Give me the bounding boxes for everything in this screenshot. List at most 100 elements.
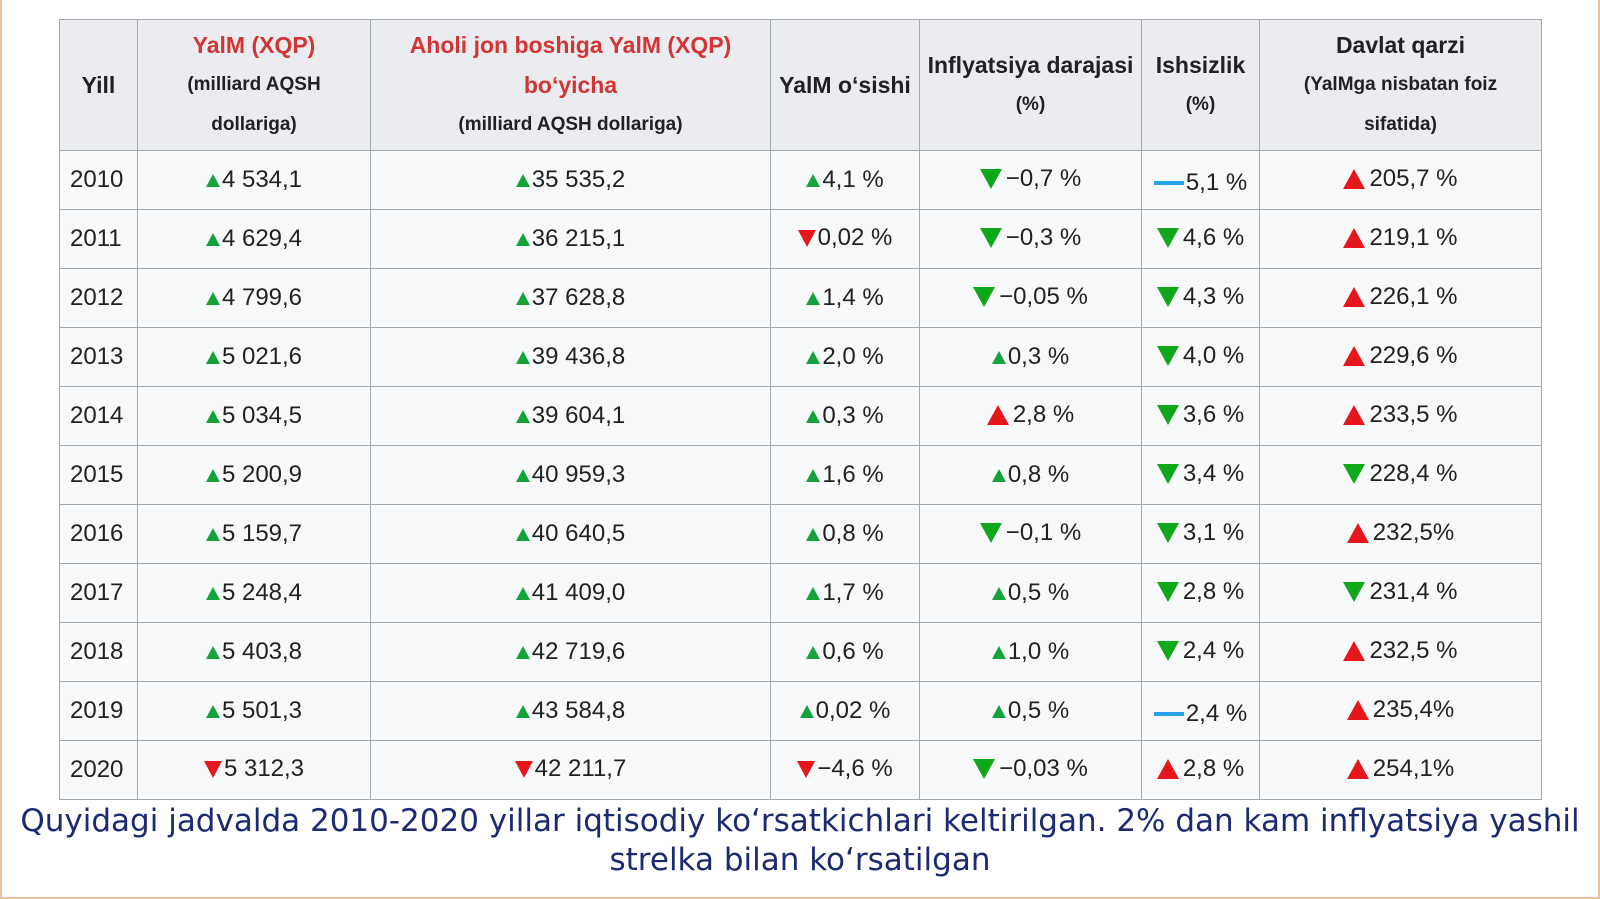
green-down-arrow-icon bbox=[1343, 581, 1366, 602]
small-green-up-arrow-icon bbox=[991, 350, 1006, 364]
cell-inflation: 0,5 % bbox=[919, 681, 1142, 741]
cell-gdp-growth: 2,0 % bbox=[770, 327, 920, 387]
cell-gdp: 5 403,8 bbox=[137, 622, 371, 682]
small-green-up-arrow-icon bbox=[515, 291, 530, 305]
cell-value-group: 1,4 % bbox=[806, 284, 884, 312]
header-gdp: YalM (XQP) (milliard AQSH dollariga) bbox=[137, 19, 371, 151]
cell-gdp-per-capita: 40 959,3 bbox=[370, 445, 771, 505]
cell-value-group: 0,5 % bbox=[991, 697, 1070, 725]
cell-public-debt: 219,1 % bbox=[1259, 209, 1542, 269]
cell-value-group: 35 535,2 bbox=[515, 166, 626, 194]
cell-year: 2015 bbox=[59, 445, 138, 505]
small-green-up-arrow-icon bbox=[515, 586, 530, 600]
cell-value-group: 40 640,5 bbox=[515, 520, 626, 548]
cell-gdp-growth: 0,02 % bbox=[770, 681, 920, 741]
cell-value: 2,0 % bbox=[822, 343, 884, 371]
cell-value: 1,0 % bbox=[1007, 638, 1070, 666]
cell-value-group: −0,3 % bbox=[979, 223, 1082, 252]
cell-value: 2,8 % bbox=[1182, 754, 1245, 782]
cell-public-debt: 228,4 % bbox=[1259, 445, 1542, 505]
cell-public-debt: 233,5 % bbox=[1259, 386, 1542, 446]
small-green-up-arrow-icon bbox=[205, 468, 220, 482]
green-down-arrow-icon bbox=[1343, 463, 1366, 484]
green-down-arrow-icon bbox=[1156, 581, 1179, 602]
header-gdp-per-capita: Aholi jon boshiga YalM (XQP) bo‘yicha (m… bbox=[370, 19, 771, 151]
cell-year: 2010 bbox=[59, 150, 138, 210]
cell-value: 254,1% bbox=[1372, 754, 1455, 782]
cell-value-group: 5 200,9 bbox=[205, 461, 302, 489]
small-green-up-arrow-icon bbox=[205, 704, 220, 718]
cell-gdp-per-capita: 43 584,8 bbox=[370, 681, 771, 741]
cell-value: 1,4 % bbox=[822, 284, 884, 312]
cell-value-group: 231,4 % bbox=[1343, 578, 1458, 606]
cell-unemployment: 3,4 % bbox=[1141, 445, 1260, 505]
cell-value: 0,5 % bbox=[1007, 579, 1070, 607]
header-unemployment-unit: (%) bbox=[1185, 94, 1216, 115]
cell-value: 2,4 % bbox=[1185, 699, 1248, 727]
cell-value: 0,6 % bbox=[822, 638, 884, 666]
small-green-up-arrow-icon bbox=[991, 468, 1006, 482]
cell-value: 42 211,7 bbox=[534, 755, 627, 783]
cell-value-group: 3,6 % bbox=[1156, 401, 1244, 429]
cell-value-group: −0,05 % bbox=[973, 283, 1088, 311]
blue-flat-dash-icon bbox=[1153, 180, 1184, 185]
small-green-up-arrow-icon bbox=[806, 291, 821, 305]
cell-value-group: 229,6 % bbox=[1343, 342, 1458, 370]
cell-value: 40 640,5 bbox=[531, 520, 626, 548]
cell-gdp-per-capita: 36 215,1 bbox=[370, 209, 771, 269]
cell-gdp: 5 159,7 bbox=[137, 504, 371, 564]
green-down-arrow-icon bbox=[1156, 640, 1179, 661]
cell-value: 41 409,0 bbox=[531, 579, 626, 607]
header-inflation-label: Inflyatsiya darajasi bbox=[927, 52, 1134, 78]
cell-value-group: 3,4 % bbox=[1156, 460, 1244, 488]
header-gdp-label: YalM (XQP) bbox=[192, 32, 316, 58]
cell-value: −0,3 % bbox=[1005, 223, 1082, 251]
cell-value: 37 628,8 bbox=[531, 284, 626, 312]
red-up-arrow-icon bbox=[1343, 168, 1366, 189]
header-gdp-growth-label: YalM o‘sishi bbox=[779, 72, 911, 98]
cell-gdp: 5 021,6 bbox=[137, 327, 371, 387]
red-up-arrow-icon bbox=[1343, 404, 1366, 425]
green-down-arrow-icon bbox=[979, 168, 1002, 189]
cell-value: 35 535,2 bbox=[531, 166, 626, 194]
economic-indicators-table: Yill YalM (XQP) (milliard AQSH dollariga… bbox=[59, 19, 1542, 800]
cell-public-debt: 232,5 % bbox=[1259, 622, 1542, 682]
cell-value: 235,4% bbox=[1372, 695, 1455, 723]
cell-value: 0,5 % bbox=[1007, 697, 1070, 725]
cell-value: 4,6 % bbox=[1182, 223, 1245, 251]
green-down-arrow-icon bbox=[1156, 463, 1179, 484]
red-up-arrow-icon bbox=[1346, 522, 1369, 543]
table-row: 2018 5 403,8 42 719,6 0,6 % 1,0 % 2,4 % 232,5 … bbox=[59, 622, 1542, 682]
cell-value-group: 4 534,1 bbox=[205, 166, 302, 194]
small-green-up-arrow-icon bbox=[806, 586, 821, 600]
small-green-up-arrow-icon bbox=[205, 350, 220, 364]
cell-value-group: 0,6 % bbox=[806, 638, 884, 666]
cell-gdp: 5 312,3 bbox=[137, 740, 371, 800]
cell-value: 5 159,7 bbox=[221, 520, 303, 548]
header-inflation-unit: (%) bbox=[1015, 94, 1046, 115]
cell-value-group: 232,5% bbox=[1346, 519, 1454, 547]
cell-value: 1,6 % bbox=[822, 461, 884, 489]
small-green-up-arrow-icon bbox=[799, 704, 814, 718]
cell-inflation: 0,3 % bbox=[919, 327, 1142, 387]
cell-value: 4,3 % bbox=[1182, 282, 1245, 310]
header-gdp-growth: YalM o‘sishi bbox=[770, 19, 920, 151]
economic-indicators-table-container: Yill YalM (XQP) (milliard AQSH dollariga… bbox=[59, 19, 1542, 800]
small-green-up-arrow-icon bbox=[806, 527, 821, 541]
cell-value-group: 43 584,8 bbox=[515, 697, 625, 725]
cell-value: 4,0 % bbox=[1182, 341, 1245, 369]
small-green-up-arrow-icon bbox=[515, 645, 530, 659]
cell-inflation: 2,8 % bbox=[919, 386, 1142, 446]
small-green-up-arrow-icon bbox=[205, 645, 220, 659]
cell-year: 2012 bbox=[59, 268, 138, 328]
cell-value-group: 5 501,3 bbox=[205, 697, 302, 725]
header-gdp-per-capita-unit: (milliard AQSH dollariga) bbox=[458, 114, 683, 135]
cell-value: 0,02 % bbox=[815, 697, 891, 725]
header-gdp-per-capita-label: Aholi jon boshiga YalM (XQP) bo‘yicha bbox=[409, 32, 732, 98]
cell-value: 0,3 % bbox=[1007, 343, 1070, 371]
cell-value-group: 5 312,3 bbox=[203, 755, 304, 783]
cell-value: 232,5 % bbox=[1369, 636, 1458, 664]
header-gdp-unit: (milliard AQSH dollariga) bbox=[187, 74, 321, 135]
cell-public-debt: 229,6 % bbox=[1259, 327, 1542, 387]
green-down-arrow-icon bbox=[1156, 286, 1179, 307]
